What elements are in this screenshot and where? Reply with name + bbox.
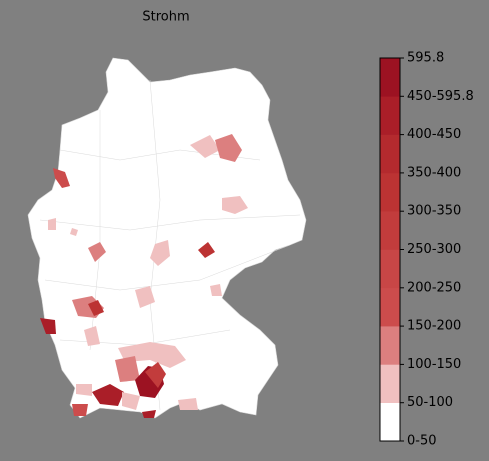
region — [48, 218, 56, 230]
colorbar-label: 400-450 — [407, 127, 461, 142]
colorbar-segment — [380, 172, 400, 212]
region — [88, 300, 104, 316]
region — [215, 134, 242, 162]
colorbar-label: 150-200 — [407, 319, 461, 334]
colorbar-segment — [380, 249, 400, 289]
region — [122, 392, 140, 410]
region — [92, 384, 124, 406]
colorbar-label: 300-350 — [407, 204, 461, 219]
region — [70, 228, 78, 236]
colorbar: 0-50 50-100 100-150 150-200 200-250 250-300 30… — [379, 51, 474, 449]
region — [190, 135, 220, 158]
region — [115, 356, 140, 382]
region — [222, 196, 248, 214]
colorbar-segment — [380, 402, 400, 442]
colorbar-segment — [380, 134, 400, 174]
region — [76, 384, 92, 396]
colorbar-label: 595.8 — [407, 51, 444, 66]
region — [72, 404, 88, 416]
colorbar-label: 350-400 — [407, 165, 461, 180]
colorbar-label: 100-150 — [407, 357, 461, 372]
region — [40, 318, 56, 334]
colorbar-label: 450-595.8 — [407, 89, 474, 104]
region — [145, 362, 166, 388]
region — [150, 240, 170, 266]
colorbar-segment — [380, 364, 400, 403]
region — [142, 410, 156, 418]
region — [84, 326, 100, 346]
region — [210, 284, 222, 296]
region — [198, 242, 215, 258]
colorbar-segment — [380, 211, 400, 250]
region — [118, 342, 186, 368]
shaded-regions — [40, 134, 248, 418]
colorbar-segment — [380, 58, 400, 97]
colorbar-label: 200-250 — [407, 280, 461, 295]
colorbar-label: 0-50 — [407, 434, 437, 449]
colorbar-segment — [380, 287, 400, 327]
region — [53, 168, 70, 188]
region — [135, 286, 155, 308]
region — [88, 242, 106, 262]
colorbar-segment — [380, 326, 400, 365]
colorbar-label: 250-300 — [407, 242, 461, 257]
colorbar-segment — [380, 96, 400, 135]
colorbar-label: 50-100 — [407, 395, 453, 410]
map-title: Strohm — [142, 10, 189, 25]
region — [178, 398, 198, 410]
